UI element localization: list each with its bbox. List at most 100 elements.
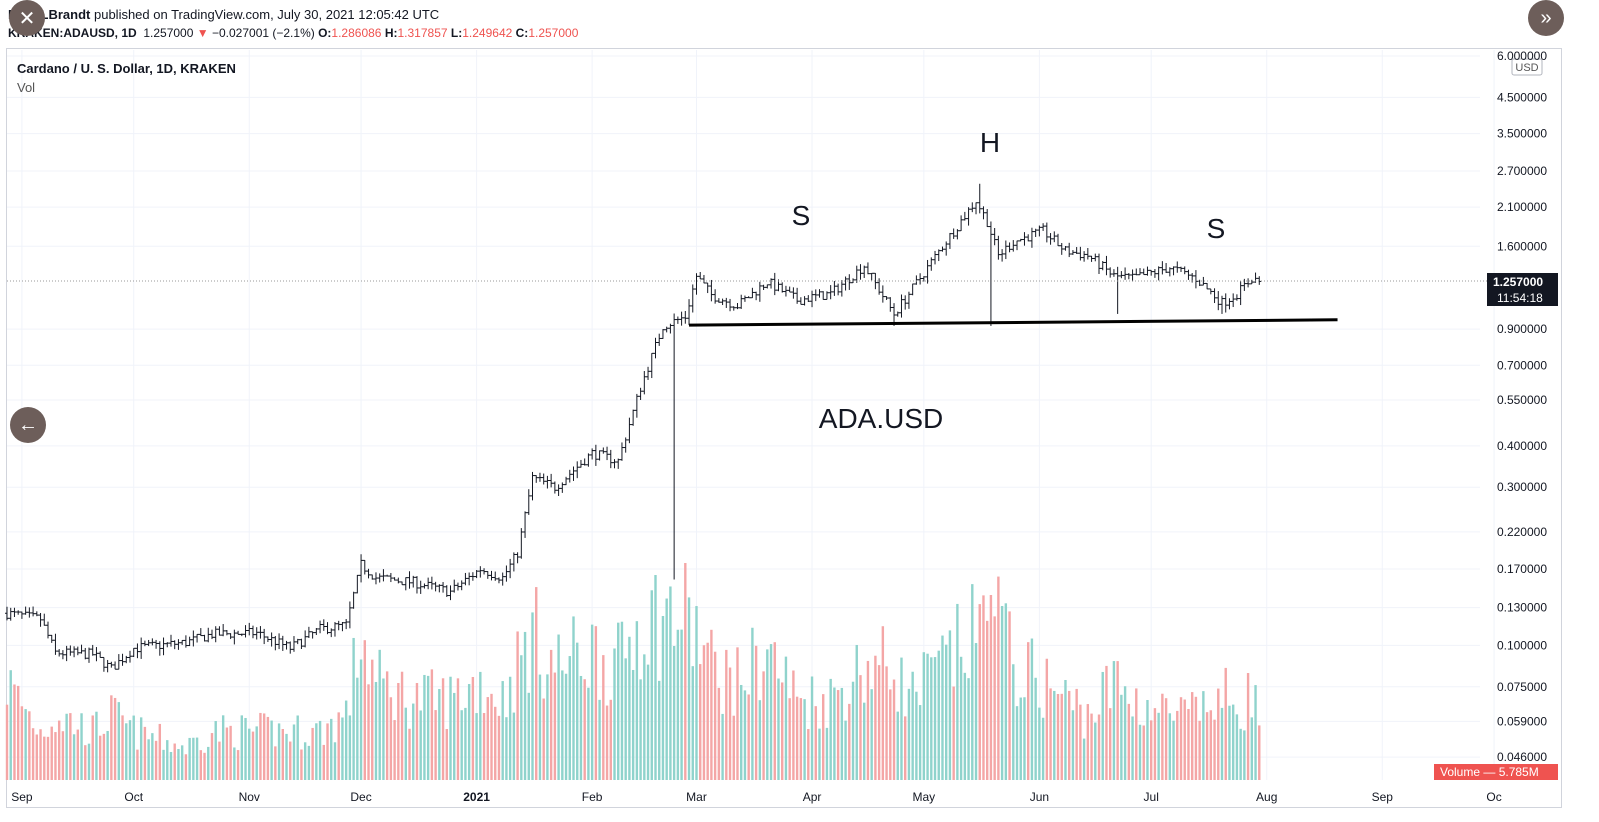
ohlc-bar [806, 295, 811, 302]
annotation-right-shoulder: S [1207, 213, 1226, 244]
volume-bar [195, 737, 199, 780]
ohlc-bar [690, 284, 695, 313]
ohlc-bar [470, 572, 475, 581]
ohlc-bar [895, 311, 900, 317]
ohlc-bar [120, 653, 125, 666]
ohlc-bar [19, 611, 24, 619]
ohlc-bar [988, 221, 993, 326]
price-tick-label: 0.130000 [1497, 601, 1547, 615]
ohlc-bar [433, 581, 438, 592]
price-tick-label: 0.059000 [1497, 714, 1547, 728]
ohlc-bar [1085, 248, 1090, 260]
ohlc-bar [985, 209, 990, 228]
ohlc-bar [1056, 233, 1061, 247]
volume-bar [1049, 688, 1052, 780]
ohlc-bar [515, 552, 520, 564]
price-tick-label: 0.900000 [1497, 322, 1547, 336]
volume-bar [326, 723, 329, 780]
ohlc-bar [467, 572, 472, 586]
last-price-box [1487, 273, 1558, 290]
ohlc-bar [1029, 227, 1034, 248]
ohlc-bar [530, 471, 535, 501]
close-button[interactable]: ✕ [9, 0, 45, 36]
volume-bar [1153, 708, 1157, 780]
ohlc-bar [27, 607, 32, 618]
volume-bar [426, 675, 430, 780]
volume-bar [322, 744, 325, 780]
ohlc-bar [325, 622, 330, 635]
volume-bar [672, 646, 676, 780]
ohlc-bar [1111, 269, 1116, 277]
ohlc-bar [511, 552, 516, 572]
volume-bar [1202, 691, 1205, 780]
volume-bar [1176, 710, 1179, 780]
ohlc-bar [601, 447, 606, 454]
ohlc-bar [1011, 240, 1016, 252]
ohlc-bar [1044, 222, 1049, 243]
volume-bar [385, 671, 389, 780]
ohlc-bar [496, 577, 501, 584]
volume-bar [363, 640, 366, 780]
down-triangle-icon: ▼ [196, 26, 209, 40]
volume-bar [874, 655, 877, 780]
volume-bar [915, 691, 918, 780]
ohlc-bar [131, 647, 136, 658]
volume-bar [646, 664, 650, 780]
ohlc-bar [1249, 279, 1254, 285]
ohlc-bar [1220, 295, 1225, 314]
volume-bar [546, 674, 549, 780]
volume-bar [687, 597, 691, 780]
ohlc-bar [101, 656, 106, 672]
ohlc-bar [545, 475, 550, 489]
volume-bar [270, 720, 273, 780]
volume-bar [203, 752, 206, 780]
price-axis[interactable]: USD 6.000000 4.500000 3.500000 2.700000 2.10… [1497, 49, 1547, 764]
ohlc-bar [280, 635, 285, 651]
volume-bar [221, 715, 225, 780]
ohlc-bar [250, 625, 255, 639]
volume-bar [303, 742, 307, 780]
volume-bar [184, 754, 188, 780]
ohlc-bar [1126, 273, 1131, 280]
volume-bar [356, 677, 359, 780]
next-button[interactable]: » [1528, 0, 1564, 36]
ohlc-bar [176, 639, 181, 650]
volume-bar [1127, 703, 1131, 780]
ohlc-bar [1015, 240, 1020, 251]
ohlc-bar [959, 215, 964, 232]
ohlc-bar [299, 638, 304, 649]
volume-bar [121, 715, 124, 780]
prev-button[interactable]: ← [10, 407, 46, 443]
volume-bar [1004, 603, 1008, 780]
volume-bar [728, 667, 732, 780]
ohlc-bar [485, 571, 490, 579]
volume-bar [352, 637, 355, 780]
volume-bar [1231, 704, 1235, 780]
volume-bar [1246, 673, 1250, 780]
ohlc-bar [336, 620, 341, 631]
volume-bar [419, 710, 422, 780]
ohlc-bar [508, 558, 513, 579]
ohlc-bar [1186, 269, 1191, 280]
price-bars [5, 183, 1262, 673]
volume-bar [1254, 685, 1257, 780]
volume-bar [602, 655, 605, 780]
volume-bar [754, 645, 758, 780]
ohlc-bar [739, 294, 744, 309]
ohlc-bar [64, 645, 69, 662]
ohlc-bar [646, 366, 651, 380]
price-tick-label: 2.100000 [1497, 200, 1547, 214]
ohlc-bar [888, 297, 893, 312]
volume-bar [1183, 699, 1186, 780]
time-axis[interactable]: Sep Oct Nov Dec 2021 Feb Mar Apr May Jun Jul Aug Sep… [11, 790, 1502, 804]
volume-bar [747, 694, 750, 780]
volume-bar [333, 742, 337, 780]
volume-bar [87, 743, 91, 780]
volume-bar [1060, 693, 1063, 780]
ohlc-bar [288, 641, 293, 654]
time-tick-label: May [913, 790, 936, 804]
ohlc-bar [127, 650, 132, 663]
volume-bar [825, 727, 829, 780]
ohlc-bar [362, 559, 367, 575]
